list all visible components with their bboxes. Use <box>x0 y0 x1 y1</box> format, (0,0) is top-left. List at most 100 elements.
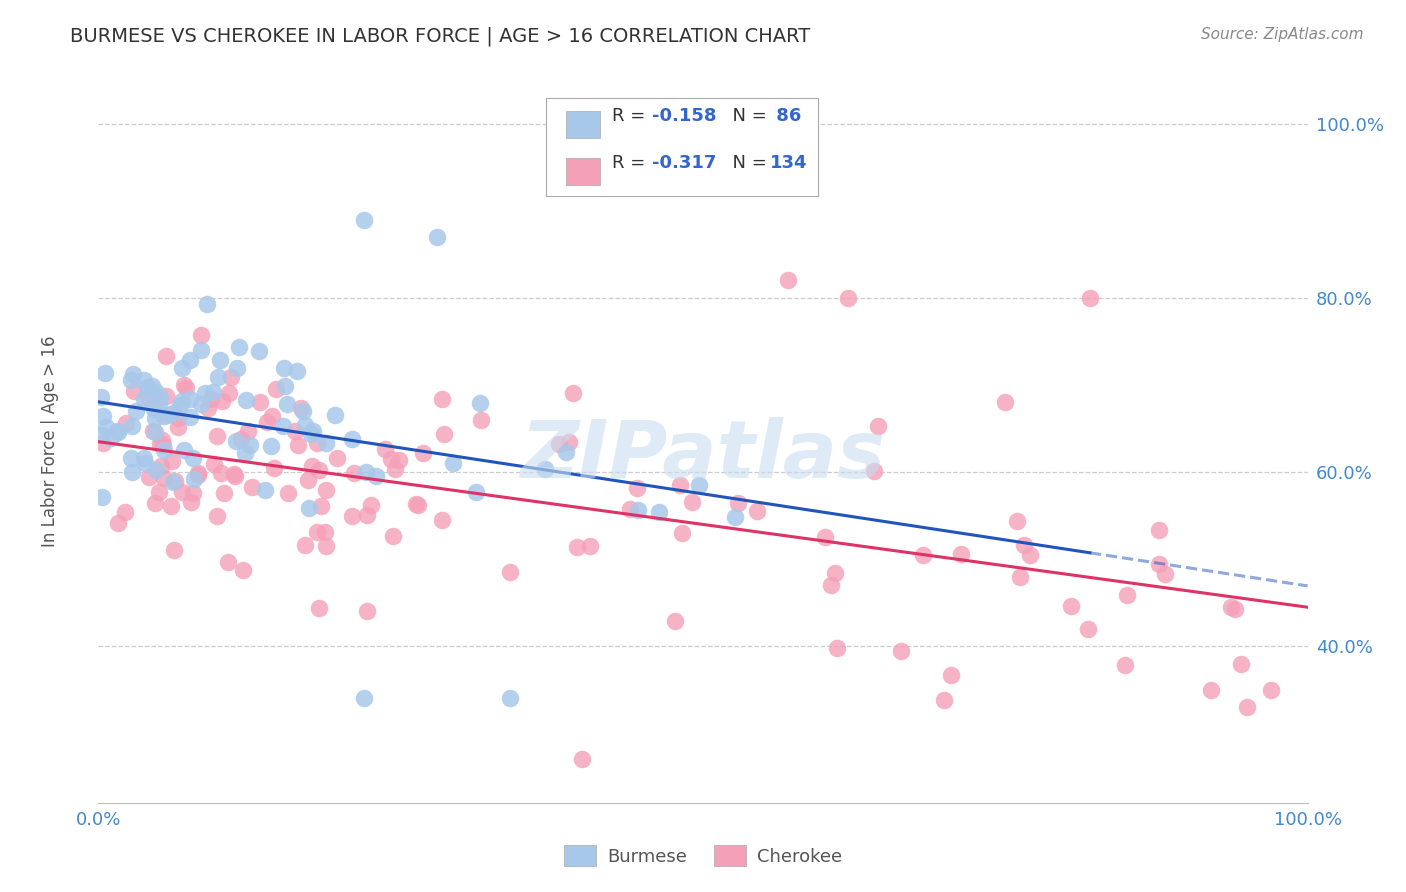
Point <box>1260 682 1282 697</box>
Point <box>430 513 453 527</box>
Point <box>239 438 262 452</box>
Point <box>233 446 256 460</box>
Point <box>132 373 155 387</box>
Point <box>1229 657 1251 671</box>
Point <box>172 485 194 500</box>
Point <box>619 502 641 516</box>
Point <box>308 463 330 477</box>
Point <box>1219 600 1241 615</box>
Point <box>190 396 212 410</box>
Point <box>173 442 195 457</box>
FancyBboxPatch shape <box>567 158 600 185</box>
Text: ZIPatlas: ZIPatlas <box>520 417 886 495</box>
Point <box>681 495 703 509</box>
Point <box>260 438 283 452</box>
Point <box>174 381 197 395</box>
Point <box>94 366 117 380</box>
Point <box>342 432 364 446</box>
Point <box>211 394 233 409</box>
Point <box>162 408 184 422</box>
Point <box>138 470 160 484</box>
Point <box>228 340 250 354</box>
Point <box>1018 548 1040 562</box>
Point <box>105 425 128 439</box>
Point <box>145 463 167 477</box>
Point <box>294 538 316 552</box>
Point <box>225 434 247 448</box>
Point <box>1225 602 1247 616</box>
Point <box>183 472 205 486</box>
Point <box>356 508 378 523</box>
Point <box>405 497 427 511</box>
Point <box>224 469 246 483</box>
Point <box>91 409 114 423</box>
Point <box>209 466 232 480</box>
Point <box>156 409 179 423</box>
Point <box>194 385 217 400</box>
Point <box>181 486 204 500</box>
Point <box>249 395 271 409</box>
Point <box>135 380 157 394</box>
Point <box>256 415 278 429</box>
Point <box>1199 682 1222 697</box>
Point <box>468 396 491 410</box>
Point <box>315 436 337 450</box>
Point <box>354 465 377 479</box>
Point <box>149 437 172 451</box>
Point <box>262 409 284 423</box>
Point <box>142 424 165 438</box>
Point <box>145 496 167 510</box>
Point <box>426 230 449 244</box>
Point <box>825 641 848 656</box>
Point <box>162 475 184 490</box>
Point <box>340 509 363 524</box>
Point <box>107 425 129 439</box>
Point <box>315 539 337 553</box>
Point <box>555 445 578 459</box>
Point <box>814 530 837 544</box>
Point <box>562 385 585 400</box>
Point <box>107 516 129 530</box>
Point <box>187 467 209 482</box>
Point <box>579 539 602 553</box>
Point <box>285 364 308 378</box>
Point <box>160 500 183 514</box>
Point <box>226 361 249 376</box>
Point <box>143 425 166 439</box>
Point <box>776 273 799 287</box>
Point <box>263 460 285 475</box>
Point <box>217 555 239 569</box>
Point <box>626 481 648 495</box>
Point <box>124 404 146 418</box>
Point <box>1005 515 1028 529</box>
Point <box>155 349 177 363</box>
Point <box>1114 658 1136 673</box>
Point <box>724 510 747 524</box>
Point <box>179 353 201 368</box>
Point <box>323 409 346 423</box>
Point <box>534 462 557 476</box>
Point <box>353 212 375 227</box>
Point <box>94 420 117 434</box>
Point <box>305 436 328 450</box>
Point <box>167 420 190 434</box>
Point <box>91 428 114 442</box>
Point <box>994 395 1017 409</box>
Point <box>207 428 229 442</box>
Point <box>939 668 962 682</box>
Point <box>273 361 295 376</box>
Point <box>219 370 242 384</box>
Point <box>132 392 155 406</box>
Point <box>163 543 186 558</box>
FancyBboxPatch shape <box>546 98 818 196</box>
Point <box>1115 588 1137 602</box>
Point <box>271 419 294 434</box>
Point <box>384 462 406 476</box>
Point <box>136 391 159 405</box>
Point <box>291 404 314 418</box>
Point <box>195 297 218 311</box>
Point <box>932 693 955 707</box>
Point <box>382 529 405 543</box>
Point <box>911 548 934 562</box>
Text: R =: R = <box>613 107 651 125</box>
